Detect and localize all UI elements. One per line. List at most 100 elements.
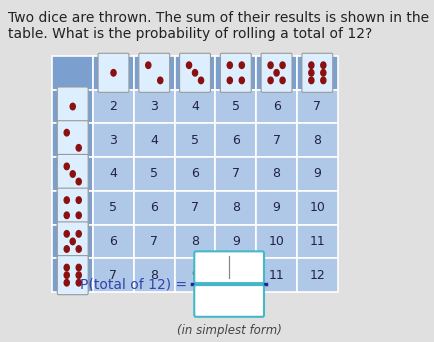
Text: 10: 10 (309, 201, 325, 214)
FancyBboxPatch shape (261, 53, 292, 92)
Bar (93, 56, 134, 90)
Circle shape (187, 62, 191, 68)
Bar (93, 258, 134, 292)
Circle shape (64, 264, 69, 271)
Circle shape (309, 77, 314, 84)
Bar (256, 123, 297, 157)
FancyBboxPatch shape (57, 188, 88, 227)
Circle shape (274, 69, 279, 76)
Circle shape (76, 272, 81, 278)
Bar (93, 157, 134, 191)
Text: 7: 7 (232, 168, 240, 181)
Text: 4: 4 (191, 100, 199, 113)
Bar (297, 157, 338, 191)
Circle shape (64, 197, 69, 203)
Text: 7: 7 (150, 235, 158, 248)
FancyBboxPatch shape (180, 53, 210, 92)
Text: 10: 10 (228, 269, 244, 282)
Text: 8: 8 (313, 134, 321, 147)
FancyBboxPatch shape (302, 53, 333, 92)
Bar (256, 56, 297, 90)
Text: 6: 6 (150, 201, 158, 214)
Circle shape (239, 77, 244, 84)
Circle shape (321, 62, 326, 68)
Bar (93, 191, 134, 225)
Bar (93, 90, 134, 123)
Circle shape (146, 62, 151, 68)
Text: 5: 5 (150, 168, 158, 181)
Text: 3: 3 (150, 100, 158, 113)
Bar (53, 191, 93, 225)
Text: 8: 8 (273, 168, 280, 181)
Circle shape (239, 62, 244, 68)
FancyBboxPatch shape (57, 155, 88, 194)
Text: 4: 4 (109, 168, 118, 181)
Bar (297, 90, 338, 123)
Text: 12: 12 (309, 269, 325, 282)
Circle shape (111, 69, 116, 76)
Text: 6: 6 (232, 134, 240, 147)
Bar (174, 123, 215, 157)
Circle shape (309, 62, 314, 68)
Text: 6: 6 (273, 100, 280, 113)
Bar (134, 225, 174, 258)
Bar (53, 157, 93, 191)
Circle shape (64, 272, 69, 278)
Circle shape (227, 62, 232, 68)
Bar (256, 157, 297, 191)
Circle shape (321, 77, 326, 84)
Bar (215, 157, 256, 191)
Circle shape (76, 264, 81, 271)
Bar (134, 157, 174, 191)
Bar (53, 123, 93, 157)
Bar (93, 225, 134, 258)
Circle shape (64, 212, 69, 219)
Bar (215, 191, 256, 225)
Text: 2: 2 (109, 100, 118, 113)
Bar (174, 191, 215, 225)
Bar (297, 123, 338, 157)
Text: 5: 5 (232, 100, 240, 113)
Text: 9: 9 (191, 269, 199, 282)
Circle shape (158, 77, 163, 84)
Text: (in simplest form): (in simplest form) (177, 324, 282, 337)
Bar (174, 90, 215, 123)
Circle shape (70, 171, 76, 177)
Bar (215, 123, 256, 157)
Bar (174, 225, 215, 258)
Text: 3: 3 (109, 134, 118, 147)
Text: 4: 4 (150, 134, 158, 147)
Text: 8: 8 (191, 235, 199, 248)
Circle shape (280, 77, 285, 84)
Circle shape (64, 163, 69, 170)
Bar (215, 225, 256, 258)
FancyBboxPatch shape (220, 53, 251, 92)
Circle shape (76, 279, 81, 286)
Bar (134, 258, 174, 292)
FancyBboxPatch shape (57, 222, 88, 261)
Text: P(total of 12) =: P(total of 12) = (80, 277, 187, 291)
Text: 7: 7 (109, 269, 118, 282)
Bar (215, 56, 256, 90)
FancyBboxPatch shape (194, 251, 264, 283)
Circle shape (64, 129, 69, 136)
Circle shape (309, 69, 314, 76)
Text: table. What is the probability of rolling a total of 12?: table. What is the probability of rollin… (8, 27, 372, 41)
Bar (53, 225, 93, 258)
Bar (134, 56, 174, 90)
Bar (134, 123, 174, 157)
Text: 10: 10 (269, 235, 285, 248)
Circle shape (268, 62, 273, 68)
Circle shape (280, 62, 285, 68)
Circle shape (64, 246, 69, 252)
Text: 6: 6 (191, 168, 199, 181)
Circle shape (70, 238, 76, 245)
Bar (134, 90, 174, 123)
Bar (215, 258, 256, 292)
Bar (297, 225, 338, 258)
Circle shape (64, 279, 69, 286)
Text: 11: 11 (269, 269, 284, 282)
Bar (297, 258, 338, 292)
Bar (256, 191, 297, 225)
Bar (53, 56, 93, 90)
